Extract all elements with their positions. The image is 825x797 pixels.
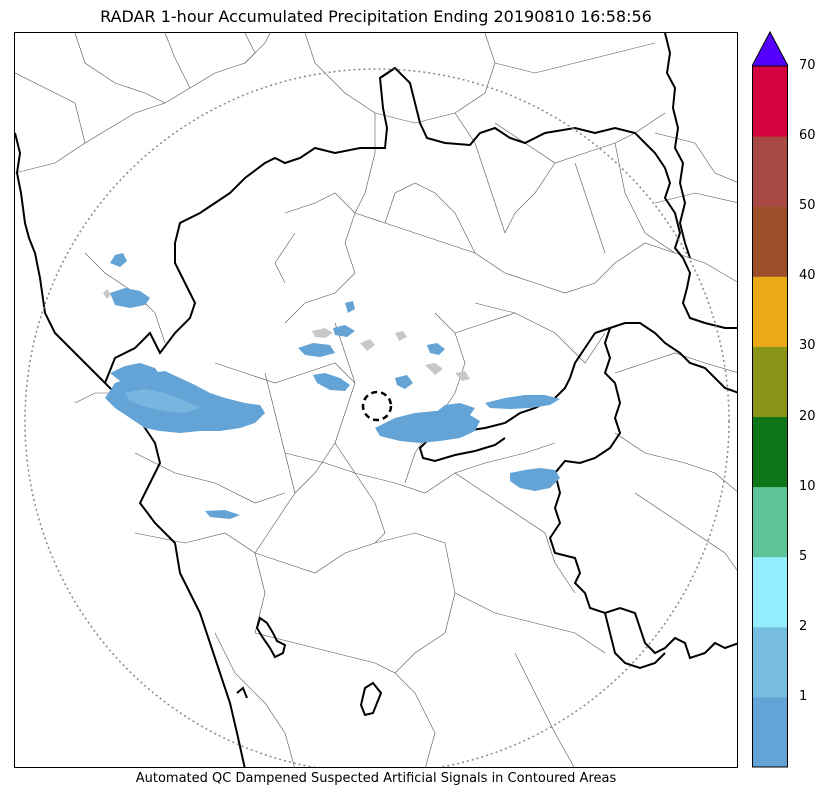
- state-boundaries: [15, 33, 737, 767]
- radar-range-ring: [24, 68, 730, 767]
- light-precip-band: [125, 389, 200, 413]
- colorbar-extend-arrow: [752, 30, 788, 67]
- colorbar-tick-label: 20: [799, 408, 816, 424]
- colorbar-tick-label: 5: [799, 548, 808, 564]
- colorbar-segment: [752, 696, 788, 768]
- map-caption: Automated QC Dampened Suspected Artifici…: [135, 771, 617, 786]
- radar-site-marker: [361, 390, 393, 422]
- colorbar-tick-label: 1: [799, 688, 808, 704]
- colorbar-segment: [752, 136, 788, 207]
- colorbar-segment: [752, 626, 788, 698]
- colorbar-tick-label: 30: [799, 338, 816, 354]
- colorbar-tick-label: 10: [799, 478, 816, 494]
- colorbar-segment: [752, 276, 788, 347]
- colorbar-outline: [752, 65, 788, 768]
- radar-map: [14, 32, 738, 768]
- colorbar: [752, 30, 788, 768]
- colorbar-tick-label: 50: [799, 198, 816, 214]
- colorbar-segment: [752, 206, 788, 277]
- map-title: RADAR 1-hour Accumulated Precipitation E…: [100, 7, 652, 26]
- colorbar-segment: [752, 66, 788, 137]
- colorbar-segment: [752, 556, 788, 628]
- colorbar-tick-label: 60: [799, 128, 816, 144]
- colorbar-tick-label: 40: [799, 268, 816, 284]
- colorbar-segment: [752, 416, 788, 488]
- district-boundaries: [15, 33, 737, 767]
- precipitation-echoes: [105, 253, 560, 519]
- clutter-echoes: [103, 289, 470, 381]
- colorbar-tick-label: 2: [799, 618, 808, 634]
- colorbar-tick-label: 70: [799, 58, 816, 73]
- colorbar-segment: [752, 346, 788, 417]
- colorbar-segments: [752, 66, 788, 768]
- colorbar-segment: [752, 486, 788, 558]
